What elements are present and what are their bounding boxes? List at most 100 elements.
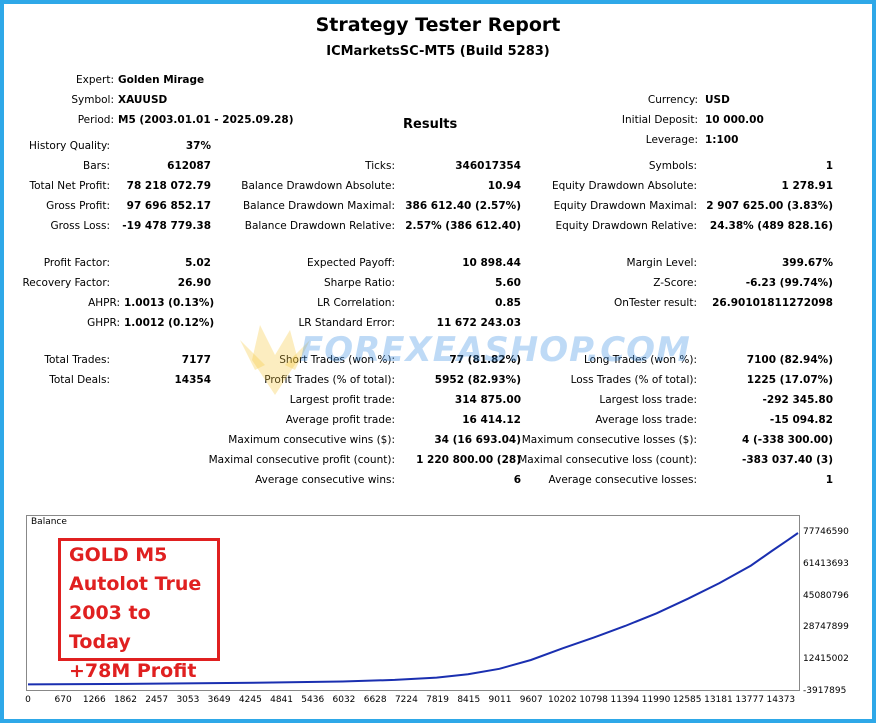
- promo-line-3: 2003 to Today: [69, 602, 151, 653]
- promo-box: GOLD M5 Autolot True 2003 to Today +78M …: [58, 538, 220, 682]
- deposit-label: Initial Deposit:: [621, 114, 698, 126]
- x-tick-label: 8415: [457, 695, 481, 705]
- net-profit-label: Total Net Profit:: [29, 180, 110, 192]
- x-tick-label: 4245: [238, 695, 262, 705]
- x-tick-label: 7819: [426, 695, 450, 705]
- sharpe-value: 5.60: [495, 277, 521, 289]
- bal-dd-rel-label: Balance Drawdown Relative:: [244, 220, 395, 232]
- x-tick-label: 1862: [114, 695, 137, 705]
- x-tick-label: 0: [25, 695, 31, 705]
- ghpr-value: 1.0012 (0.12%): [124, 317, 215, 329]
- long-trades-label: Long Trades (won %):: [583, 354, 697, 366]
- total-trades-label: Total Trades:: [44, 354, 110, 366]
- symbols-value: 1: [825, 160, 833, 172]
- avg-loss-label: Average loss trade:: [595, 414, 697, 426]
- avg-cons-losses-value: 1: [825, 474, 833, 486]
- eq-dd-abs-value: 1 278.91: [781, 180, 833, 192]
- largest-loss-label: Largest loss trade:: [599, 394, 697, 406]
- gross-profit-value: 97 696 852.17: [126, 200, 211, 212]
- ticks-value: 346017354: [455, 160, 521, 172]
- lr-se-label: LR Standard Error:: [298, 317, 395, 329]
- loss-trades-label: Loss Trades (% of total):: [570, 374, 697, 386]
- lr-corr-value: 0.85: [495, 297, 521, 309]
- promo-line-4: +78M Profit: [69, 660, 197, 682]
- gross-loss-label: Gross Loss:: [50, 220, 111, 232]
- profit-trades-label: Profit Trades (% of total):: [264, 374, 395, 386]
- x-tick-label: 5436: [301, 695, 325, 705]
- x-tick-label: 3053: [176, 695, 200, 705]
- history-quality-label: History Quality:: [29, 140, 110, 152]
- zscore-label: Z-Score:: [653, 277, 697, 289]
- gross-profit-label: Gross Profit:: [46, 200, 110, 212]
- maximal-cons-profit-value: 1 220 800.00 (28): [416, 454, 521, 466]
- eq-dd-max-label: Equity Drawdown Maximal:: [553, 200, 697, 212]
- symbols-label: Symbols:: [648, 160, 697, 172]
- recovery-factor-value: 26.90: [177, 277, 211, 289]
- eq-dd-abs-label: Equity Drawdown Absolute:: [551, 180, 697, 192]
- short-trades-label: Short Trades (won %):: [279, 354, 395, 366]
- results-heading: Results: [403, 117, 458, 132]
- largest-profit-label: Largest profit trade:: [289, 394, 395, 406]
- avg-profit-label: Average profit trade:: [285, 414, 395, 426]
- max-cons-losses-label: Maximum consecutive losses ($):: [521, 434, 697, 446]
- total-trades-value: 7177: [181, 354, 211, 366]
- history-quality-value: 37%: [185, 140, 211, 152]
- leverage-value: 1:100: [705, 134, 739, 146]
- bal-dd-abs-value: 10.94: [487, 180, 521, 192]
- y-tick-label: 12415002: [803, 654, 849, 665]
- max-cons-wins-label: Maximum consecutive wins ($):: [228, 434, 395, 446]
- x-tick-label: 9011: [488, 695, 512, 705]
- report-subtitle: ICMarketsSC-MT5 (Build 5283): [326, 44, 550, 59]
- x-tick-label: 1266: [82, 695, 106, 705]
- bal-dd-rel-value: 2.57% (386 612.40): [405, 220, 521, 232]
- x-tick-label: 670: [54, 695, 72, 705]
- x-tick-label: 10798: [579, 695, 608, 705]
- eq-dd-rel-label: Equity Drawdown Relative:: [555, 220, 697, 232]
- period-label: Period:: [77, 114, 114, 126]
- total-deals-value: 14354: [174, 374, 211, 386]
- x-tick-label: 11394: [610, 695, 640, 705]
- chart-title: Balance: [31, 517, 67, 527]
- expert-value: Golden Mirage: [118, 74, 205, 86]
- bal-dd-max-value: 386 612.40 (2.57%): [405, 200, 521, 212]
- promo-line-2: Autolot True: [69, 573, 202, 595]
- max-cons-losses-value: 4 (-338 300.00): [741, 434, 833, 446]
- symbol-label: Symbol:: [71, 94, 114, 106]
- y-tick-label: 61413693: [803, 558, 849, 569]
- x-tick-label: 4841: [270, 695, 294, 705]
- period-value: M5 (2003.01.01 - 2025.09.28): [118, 114, 294, 126]
- avg-profit-value: 16 414.12: [462, 414, 521, 426]
- largest-loss-value: -292 345.80: [762, 394, 833, 406]
- net-profit-value: 78 218 072.79: [126, 180, 211, 192]
- symbol-value: XAUUSD: [118, 94, 168, 106]
- bal-dd-max-label: Balance Drawdown Maximal:: [242, 200, 395, 212]
- avg-cons-wins-label: Average consecutive wins:: [255, 474, 395, 486]
- y-tick-label: 77746590: [803, 527, 849, 537]
- deposit-value: 10 000.00: [705, 114, 764, 126]
- total-deals-label: Total Deals:: [49, 374, 110, 386]
- ontester-label: OnTester result:: [614, 297, 697, 309]
- avg-loss-value: -15 094.82: [769, 414, 833, 426]
- margin-level-label: Margin Level:: [626, 257, 697, 269]
- x-tick-label: 13777: [735, 695, 764, 705]
- currency-label: Currency:: [647, 94, 698, 106]
- expert-label: Expert:: [76, 74, 114, 86]
- eq-dd-rel-value: 24.38% (489 828.16): [709, 220, 833, 232]
- ticks-label: Ticks:: [365, 160, 395, 172]
- eq-dd-max-value: 2 907 625.00 (3.83%): [706, 200, 833, 212]
- x-tick-label: 10202: [548, 695, 577, 705]
- promo-line-1: GOLD M5: [69, 544, 168, 566]
- maximal-cons-loss-label: Maximal consecutive loss (count):: [518, 454, 697, 466]
- exp-payoff-label: Expected Payoff:: [306, 257, 395, 269]
- leverage-label: Leverage:: [645, 134, 698, 146]
- recovery-factor-label: Recovery Factor:: [22, 277, 110, 289]
- long-trades-value: 7100 (82.94%): [746, 354, 833, 366]
- x-tick-label: 11990: [641, 695, 671, 705]
- y-tick-label: 45080796: [803, 590, 849, 601]
- bal-dd-abs-label: Balance Drawdown Absolute:: [241, 180, 395, 192]
- ontester-value: 26.90101811272098: [712, 297, 833, 309]
- largest-profit-value: 314 875.00: [454, 394, 521, 406]
- x-tick-label: 7224: [394, 695, 418, 705]
- avg-cons-wins-value: 6: [513, 474, 521, 486]
